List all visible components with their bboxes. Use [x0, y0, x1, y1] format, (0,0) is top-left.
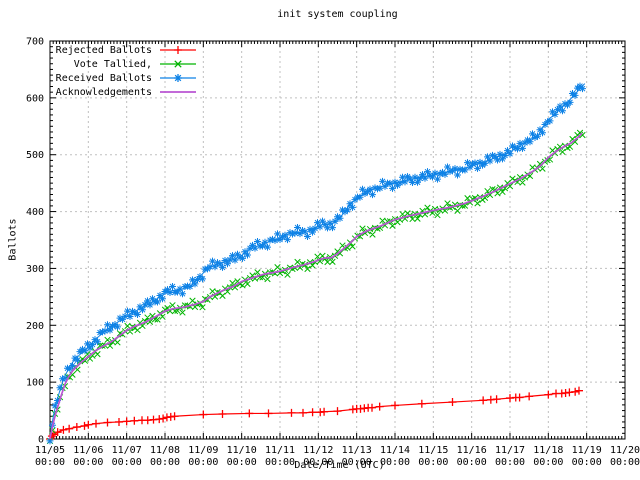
- legend-label: Vote Tallied,: [73, 58, 152, 70]
- x-axis-label: Date/Time (UTC): [294, 460, 385, 471]
- legend-sample-line: [160, 46, 196, 54]
- svg-text:11/10: 11/10: [227, 445, 257, 456]
- svg-text:00:00: 00:00: [533, 457, 563, 468]
- svg-text:11/17: 11/17: [495, 445, 525, 456]
- svg-text:00:00: 00:00: [418, 457, 448, 468]
- svg-text:100: 100: [26, 378, 44, 389]
- svg-text:500: 500: [26, 150, 44, 161]
- svg-text:00:00: 00:00: [457, 457, 487, 468]
- legend-entry: Received Ballots: [54, 71, 198, 85]
- legend-entry: Vote Tallied,: [54, 57, 198, 71]
- svg-text:11/19: 11/19: [572, 445, 602, 456]
- svg-text:11/14: 11/14: [380, 445, 410, 456]
- svg-text:00:00: 00:00: [380, 457, 410, 468]
- legend-label: Acknowledgements: [55, 86, 152, 98]
- svg-text:700: 700: [26, 37, 44, 48]
- svg-text:00:00: 00:00: [342, 457, 372, 468]
- svg-text:11/12: 11/12: [303, 445, 333, 456]
- legend-label: Received Ballots: [55, 72, 152, 84]
- svg-text:11/07: 11/07: [112, 445, 142, 456]
- svg-text:400: 400: [26, 207, 44, 218]
- svg-text:11/13: 11/13: [342, 445, 372, 456]
- svg-text:00:00: 00:00: [150, 457, 180, 468]
- svg-text:11/20: 11/20: [610, 445, 640, 456]
- svg-text:11/16: 11/16: [457, 445, 487, 456]
- svg-text:11/18: 11/18: [533, 445, 563, 456]
- svg-text:00:00: 00:00: [610, 457, 640, 468]
- svg-text:00:00: 00:00: [572, 457, 602, 468]
- legend-entry: Rejected Ballots: [54, 43, 198, 57]
- svg-text:11/08: 11/08: [150, 445, 180, 456]
- svg-text:00:00: 00:00: [265, 457, 295, 468]
- svg-text:11/11: 11/11: [265, 445, 295, 456]
- chart-title: init system coupling: [277, 9, 398, 20]
- svg-text:00:00: 00:00: [303, 457, 333, 468]
- svg-text:00:00: 00:00: [112, 457, 142, 468]
- svg-text:11/06: 11/06: [73, 445, 103, 456]
- svg-text:11/05: 11/05: [35, 445, 65, 456]
- svg-text:00:00: 00:00: [227, 457, 257, 468]
- svg-text:200: 200: [26, 321, 44, 332]
- svg-text:600: 600: [26, 93, 44, 104]
- legend-sample-line: [160, 74, 196, 82]
- svg-text:00:00: 00:00: [73, 457, 103, 468]
- svg-text:300: 300: [26, 264, 44, 275]
- legend-label: Rejected Ballots: [55, 44, 152, 56]
- svg-text:0: 0: [38, 435, 44, 446]
- svg-text:11/09: 11/09: [188, 445, 218, 456]
- legend: Rejected Ballots Vote Tallied, Received Ba…: [54, 43, 198, 99]
- legend-sample-line: [160, 91, 196, 93]
- legend-entry: Acknowledgements: [54, 85, 198, 99]
- svg-text:11/15: 11/15: [418, 445, 448, 456]
- svg-text:00:00: 00:00: [188, 457, 218, 468]
- svg-text:00:00: 00:00: [35, 457, 65, 468]
- legend-sample-line: [160, 60, 196, 68]
- svg-text:00:00: 00:00: [495, 457, 525, 468]
